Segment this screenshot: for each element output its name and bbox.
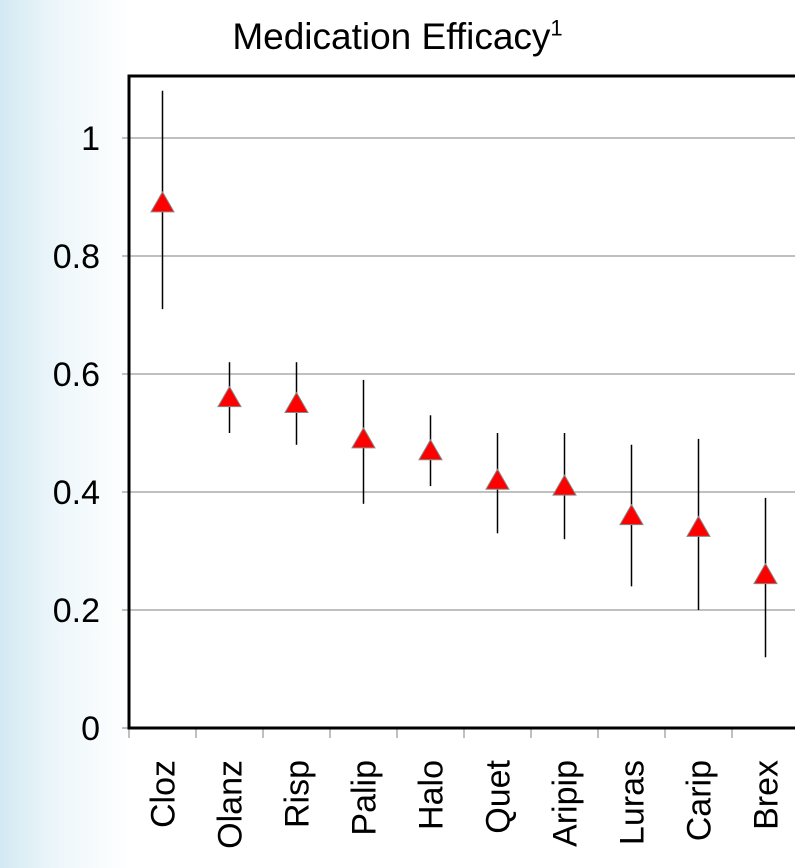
y-tick-label: 0.4 bbox=[53, 474, 100, 512]
gridlines bbox=[129, 137, 795, 611]
x-tick-label: Cloz bbox=[145, 760, 183, 828]
data-point-marker bbox=[418, 438, 443, 461]
data-point-marker bbox=[485, 468, 510, 490]
x-tick-label: Olanz bbox=[212, 760, 250, 849]
chart-title-text: Medication Efficacy bbox=[232, 16, 551, 57]
chart-title: Medication Efficacy1 bbox=[0, 16, 795, 58]
x-tick-label: Risp bbox=[279, 760, 317, 828]
x-axis: Cloz Olanz Risp Palip Halo Quet Aripip Luras Car… bbox=[128, 728, 786, 849]
plot-frame bbox=[127, 74, 795, 730]
x-tick-label: Aripip bbox=[547, 760, 585, 847]
data-point-marker bbox=[284, 391, 309, 413]
y-tick-label: 0 bbox=[81, 710, 100, 748]
y-tick-label: 0.8 bbox=[53, 238, 100, 276]
data-points bbox=[150, 90, 778, 658]
x-tick-label: Palip bbox=[346, 760, 384, 836]
data-point-marker bbox=[351, 426, 376, 449]
x-tick-label: Luras bbox=[614, 760, 652, 845]
x-tick-label: Brex bbox=[748, 760, 786, 830]
chart-title-superscript: 1 bbox=[550, 15, 563, 41]
x-tick-label: Halo bbox=[413, 760, 451, 830]
data-point-marker bbox=[150, 190, 175, 213]
y-tick-label: 0.2 bbox=[53, 592, 100, 630]
data-point-marker bbox=[217, 385, 242, 408]
y-tick-label: 1 bbox=[81, 120, 100, 158]
x-tick-label: Carip bbox=[681, 760, 719, 841]
data-point-marker bbox=[619, 503, 644, 526]
y-tick-label: 0.6 bbox=[53, 356, 100, 394]
data-point-marker bbox=[686, 515, 711, 537]
data-point-marker bbox=[552, 474, 577, 496]
y-axis: 0 0.2 0.4 0.6 0.8 1 bbox=[53, 120, 129, 748]
x-tick-label: Quet bbox=[480, 759, 518, 833]
data-point-marker bbox=[753, 562, 778, 585]
